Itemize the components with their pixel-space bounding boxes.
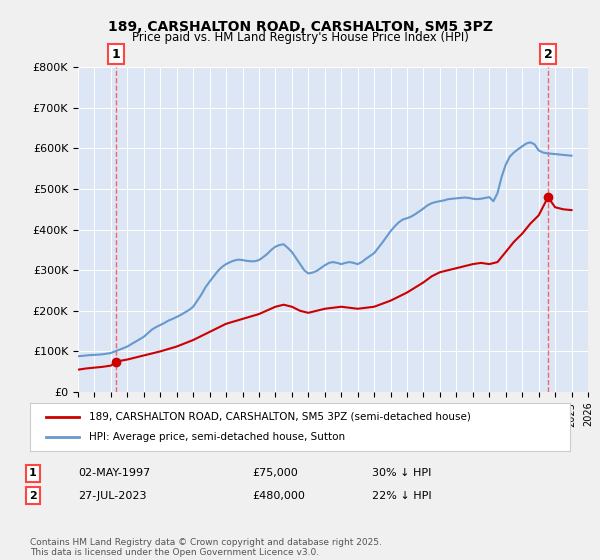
Text: 189, CARSHALTON ROAD, CARSHALTON, SM5 3PZ (semi-detached house): 189, CARSHALTON ROAD, CARSHALTON, SM5 3P… [89, 412, 471, 422]
Text: 27-JUL-2023: 27-JUL-2023 [78, 491, 146, 501]
Text: £75,000: £75,000 [252, 468, 298, 478]
Text: 1: 1 [29, 468, 37, 478]
Text: 2: 2 [544, 48, 553, 60]
Text: Price paid vs. HM Land Registry's House Price Index (HPI): Price paid vs. HM Land Registry's House … [131, 31, 469, 44]
Text: Contains HM Land Registry data © Crown copyright and database right 2025.
This d: Contains HM Land Registry data © Crown c… [30, 538, 382, 557]
Text: 189, CARSHALTON ROAD, CARSHALTON, SM5 3PZ: 189, CARSHALTON ROAD, CARSHALTON, SM5 3P… [107, 20, 493, 34]
Text: 30% ↓ HPI: 30% ↓ HPI [372, 468, 431, 478]
Text: HPI: Average price, semi-detached house, Sutton: HPI: Average price, semi-detached house,… [89, 432, 346, 442]
Text: 22% ↓ HPI: 22% ↓ HPI [372, 491, 431, 501]
Text: £480,000: £480,000 [252, 491, 305, 501]
Text: 1: 1 [112, 48, 121, 60]
Text: 02-MAY-1997: 02-MAY-1997 [78, 468, 150, 478]
Text: 2: 2 [29, 491, 37, 501]
